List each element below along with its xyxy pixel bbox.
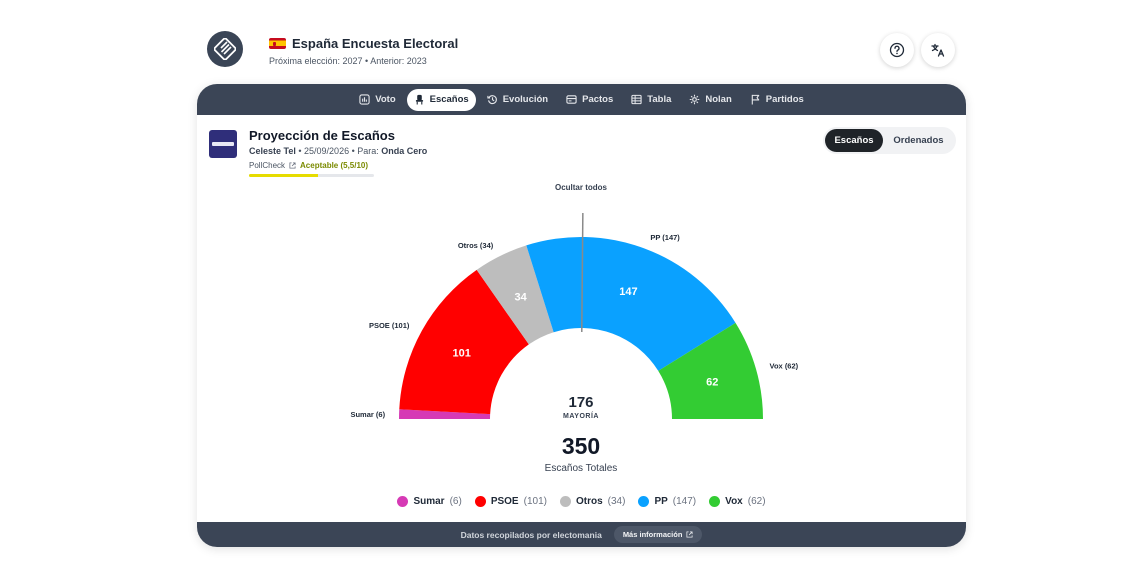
legend-swatch [559,496,571,507]
toggle-ordenados[interactable]: Ordenados [893,135,944,146]
history-icon [487,95,497,105]
seats-card: Voto Escaños Evolución Pactos Tabla Nola… [197,84,966,547]
app-title: España Encuesta Electoral [292,36,459,51]
majority-value: 176 [568,394,593,411]
nolan-icon [690,94,700,105]
tab-partidos[interactable]: Partidos [743,89,811,111]
pollcheck-score-bar [249,174,374,177]
seat-icon [415,94,423,105]
total-seats-value: 350 [562,433,600,459]
total-seats-label: Escaños Totales [545,463,618,474]
legend-item-pp[interactable]: PP (147) [638,496,696,507]
toggle-escanos[interactable]: Escaños [825,129,883,152]
slice-label-psoe: PSOE (101) [369,321,410,330]
legend-swatch [638,496,650,507]
translate-icon [931,43,945,57]
footer-credit: Datos recopilados por electomania [460,529,602,540]
pollster-logo [209,130,237,158]
language-button[interactable] [921,33,955,67]
table-icon [631,94,642,105]
slice-label-pp: PP (147) [650,233,680,242]
chart-legend: Sumar (6) PSOE (101) Otros (34) PP (147) Vox… [197,496,966,507]
slice-label-vox: Vox (62) [770,362,799,371]
majority-line [581,213,584,333]
client-label: Para: [357,146,379,156]
legend-item-vox[interactable]: Vox (62) [709,496,766,507]
poll-date: 25/09/2026 [304,146,350,156]
tab-nolan[interactable]: Nolan [682,89,738,111]
legend-swatch [474,496,486,507]
tab-voto[interactable]: Voto [352,89,402,111]
slice-value-otros: 34 [515,292,528,304]
slice-pp[interactable] [526,237,736,371]
legend-item-sumar[interactable]: Sumar (6) [397,496,462,507]
slice-value-vox: 62 [706,377,718,389]
flag-icon [751,94,760,105]
slice-label-sumar: Sumar (6) [350,410,385,419]
legend-swatch [709,496,721,507]
tab-evolucion[interactable]: Evolución [480,89,555,111]
client-name: Onda Cero [381,146,428,156]
app-title-row: España Encuesta Electoral [269,36,458,51]
slice-psoe[interactable] [399,269,529,415]
tab-label: Escaños [429,94,469,105]
slice-vox[interactable] [658,322,763,419]
main-nav: Voto Escaños Evolución Pactos Tabla Nola… [197,84,966,115]
legend-item-psoe[interactable]: PSOE (101) [474,496,547,507]
more-info-button[interactable]: Más información [613,526,703,543]
slice-sumar[interactable] [399,409,491,419]
election-dates: Próxima elección: 2027 • Anterior: 2023 [269,56,427,66]
tab-label: Partidos [765,94,804,105]
more-info-label: Más información [622,530,683,539]
pollcheck-score-fill [249,174,318,177]
tab-label: Nolan [705,94,732,105]
slice-otros[interactable] [476,245,554,345]
hide-all-button[interactable]: Ocultar todos [554,183,607,192]
legend-swatch [397,496,409,507]
tab-label: Pactos [582,94,614,105]
app-header: España Encuesta Electoral Próxima elecci… [269,36,458,66]
slice-value-psoe: 101 [453,348,471,360]
help-button[interactable] [880,33,914,67]
tab-escanos[interactable]: Escaños [406,88,476,111]
pacts-icon [566,95,577,104]
tab-label: Voto [375,94,396,105]
slice-value-pp: 147 [619,286,637,298]
footer: Datos recopilados por electomania Más in… [197,522,966,547]
tab-label: Evolución [502,94,549,105]
pollster-name: Celeste Tel [249,146,296,156]
seats-hemicycle-chart: Sumar (6) 101 PSOE (101) 34 Otros (34) 147 PP … [350,213,799,474]
view-toggle: Escaños Ordenados [823,127,956,154]
help-circle-icon [889,42,905,58]
bar-chart-icon [359,94,370,105]
app-logo[interactable] [207,31,243,67]
external-link-icon [686,531,693,538]
majority-label: MAYORÍA [563,411,599,420]
tab-tabla[interactable]: Tabla [624,89,678,111]
spain-flag-icon [269,38,286,49]
pollcheck-label: PollCheck [249,161,286,170]
external-link-icon [289,162,296,169]
slice-label-otros: Otros (34) [458,241,494,250]
poll-title: Proyección de Escaños [249,128,395,143]
pollcheck-rating: Aceptable (5,5/10) [300,161,369,170]
tab-pactos[interactable]: Pactos [559,89,620,111]
tab-label: Tabla [647,94,672,105]
poll-meta: Celeste Tel • 25/09/2026 • Para: Onda Ce… [249,146,428,156]
pollcheck-row[interactable]: PollCheck Aceptable (5,5/10) [249,161,368,170]
legend-item-otros[interactable]: Otros (34) [559,496,625,507]
electomania-logo-icon [214,38,236,60]
